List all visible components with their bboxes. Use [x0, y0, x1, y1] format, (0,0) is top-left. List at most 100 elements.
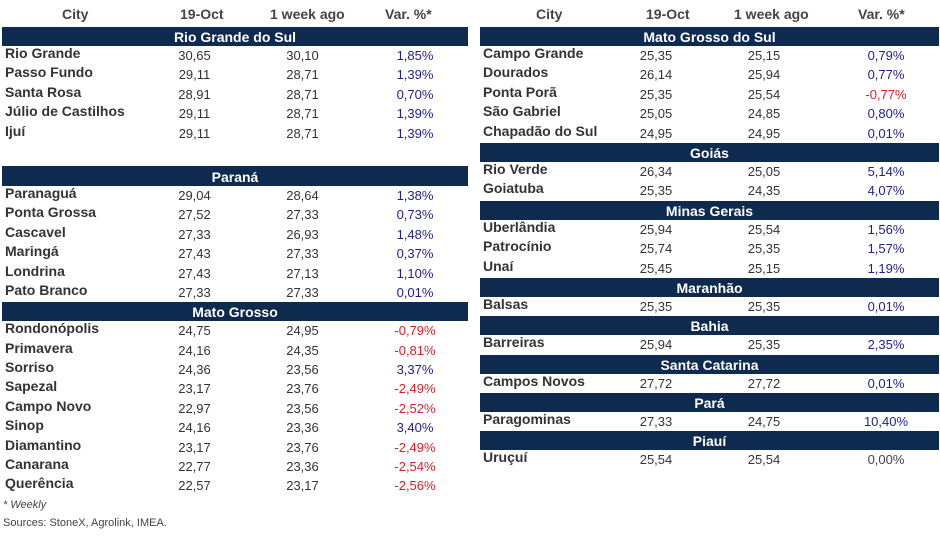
region-rows: Barreiras 25,94 25,35 2,35% — [480, 334, 939, 354]
price-current: 25,35 — [639, 48, 673, 63]
price-week-ago: 24,35 — [286, 342, 319, 358]
variation-percent: -0,81% — [394, 342, 436, 358]
variation-percent: 1,56% — [867, 221, 905, 237]
price-week-ago: 24,95 — [747, 125, 781, 141]
table-row: Rondonópolis 24,75 24,95 -0,79% — [2, 320, 468, 340]
variation-percent: 5,14% — [867, 163, 905, 179]
table-row: Uberlândia 25,94 25,54 1,56% — [480, 219, 939, 239]
variation-percent: -2,56% — [394, 478, 436, 494]
table-row: Maringá 27,43 27,33 0,37% — [2, 243, 468, 263]
variation-percent: 0,37% — [396, 246, 434, 262]
price-current: 23,17 — [178, 439, 211, 455]
city-name: Goiatuba — [483, 180, 544, 197]
variation-percent: -2,49% — [394, 381, 436, 397]
price-week-ago: 23,17 — [286, 478, 319, 494]
price-current: 25,45 — [639, 260, 673, 276]
variation-percent: 0,01% — [867, 125, 905, 141]
city-name: Passo Fundo — [5, 64, 93, 81]
table-row: Unaí 25,45 25,15 1,19% — [480, 257, 939, 278]
price-week-ago: 23,76 — [286, 381, 319, 397]
variation-percent: 1,19% — [867, 260, 905, 276]
variation-percent: 0,80% — [867, 106, 905, 122]
region-rows: Uberlândia 25,94 25,54 1,56% Patrocínio 25,74… — [480, 219, 939, 278]
table-row: Paragominas 27,33 24,75 10,40% — [480, 411, 939, 431]
price-week-ago: 25,15 — [747, 48, 781, 63]
price-current: 29,04 — [178, 187, 211, 203]
left-header-row: City 19-Oct 1 week ago Var. %* — [2, 0, 468, 27]
table-row: Cascavel 27,33 26,93 1,48% — [2, 224, 468, 244]
table-row: Goiatuba 25,35 24,35 4,07% — [480, 180, 939, 200]
region-rows: Paragominas 27,33 24,75 10,40% — [480, 411, 939, 431]
city-name: Dourados — [483, 64, 549, 81]
footnote: * Weekly — [3, 499, 47, 511]
city-name: Sorriso — [5, 359, 55, 376]
price-current: 25,35 — [639, 183, 673, 199]
city-name: Sinop — [5, 417, 44, 434]
city-name: Pato Branco — [5, 281, 88, 298]
price-current: 29,11 — [178, 125, 211, 141]
price-week-ago: 27,72 — [747, 375, 781, 391]
city-name: Chapadão do Sul — [483, 122, 598, 139]
variation-percent: 1,39% — [396, 67, 434, 83]
city-name: Campo Novo — [5, 397, 92, 414]
table-row: Sinop 24,16 23,36 3,40% — [2, 417, 468, 437]
city-name: Rondonópolis — [5, 320, 100, 337]
variation-percent: 1,85% — [396, 48, 434, 63]
variation-percent: 0,01% — [867, 375, 905, 391]
price-current: 24,16 — [178, 420, 211, 436]
city-name: Maringá — [5, 243, 59, 260]
price-week-ago: 25,94 — [747, 67, 781, 83]
variation-percent: 10,40% — [863, 414, 909, 430]
price-current: 25,94 — [639, 337, 673, 353]
region-header: Bahia — [480, 316, 939, 336]
price-current: 25,05 — [639, 106, 673, 122]
header-week: 1 week ago — [270, 6, 345, 22]
header-city: City — [62, 6, 89, 22]
region-header: Maranhão — [480, 277, 939, 297]
price-current: 24,16 — [178, 342, 211, 358]
price-week-ago: 23,76 — [286, 439, 319, 455]
price-week-ago: 28,64 — [286, 187, 319, 203]
region-rows: Rio Grande 30,65 30,10 1,85% Passo Fundo 29,1… — [2, 45, 468, 143]
price-current: 22,57 — [178, 478, 211, 494]
price-current: 26,34 — [639, 163, 673, 179]
section-gap — [2, 143, 468, 167]
table-row: Passo Fundo 29,11 28,71 1,39% — [2, 64, 468, 84]
left-price-table: City 19-Oct 1 week ago Var. %* Rio Grand… — [2, 0, 468, 496]
region-header: Pará — [480, 393, 939, 413]
price-week-ago: 25,54 — [747, 86, 781, 102]
region-header: Goiás — [480, 142, 939, 162]
price-week-ago: 28,71 — [286, 67, 319, 83]
table-row: Campos Novos 27,72 27,72 0,01% — [480, 373, 939, 393]
variation-percent: 0,01% — [396, 284, 434, 300]
table-row: Júlio de Castilhos 29,11 28,71 1,39% — [2, 103, 468, 123]
price-week-ago: 23,56 — [286, 362, 319, 378]
region-rows: Rio Verde 26,34 25,05 5,14% Goiatuba 25,35 24,… — [480, 161, 939, 201]
variation-percent: 1,10% — [396, 265, 434, 281]
price-week-ago: 28,71 — [286, 106, 319, 122]
region-rows: Campos Novos 27,72 27,72 0,01% — [480, 373, 939, 393]
table-row: Ponta Grossa 27,52 27,33 0,73% — [2, 204, 468, 224]
city-name: Rio Grande — [5, 45, 81, 61]
variation-percent: 0,73% — [396, 207, 434, 223]
variation-percent: 0,77% — [867, 67, 905, 83]
table-row: Rio Verde 26,34 25,05 5,14% — [480, 161, 939, 181]
price-week-ago: 25,54 — [747, 452, 781, 468]
region-rows: Uruçuí 25,54 25,54 0,00% — [480, 449, 939, 469]
variation-percent: -0,79% — [394, 323, 436, 339]
table-row: Rio Grande 30,65 30,10 1,85% — [2, 45, 468, 65]
table-row: Barreiras 25,94 25,35 2,35% — [480, 334, 939, 354]
variation-percent: 1,38% — [396, 187, 434, 203]
variation-percent: 4,07% — [867, 183, 905, 199]
price-current: 27,33 — [639, 414, 673, 430]
price-week-ago: 28,71 — [286, 125, 319, 141]
city-name: Patrocínio — [483, 238, 552, 255]
table-row: Balsas 25,35 25,35 0,01% — [480, 295, 939, 316]
city-name: Balsas — [483, 295, 529, 312]
header-current: 19-Oct — [646, 6, 690, 22]
price-week-ago: 27,13 — [286, 265, 319, 281]
city-name: Unaí — [483, 257, 514, 274]
price-current: 23,17 — [178, 381, 211, 397]
price-week-ago: 24,35 — [747, 183, 781, 199]
city-name: Barreiras — [483, 334, 545, 351]
